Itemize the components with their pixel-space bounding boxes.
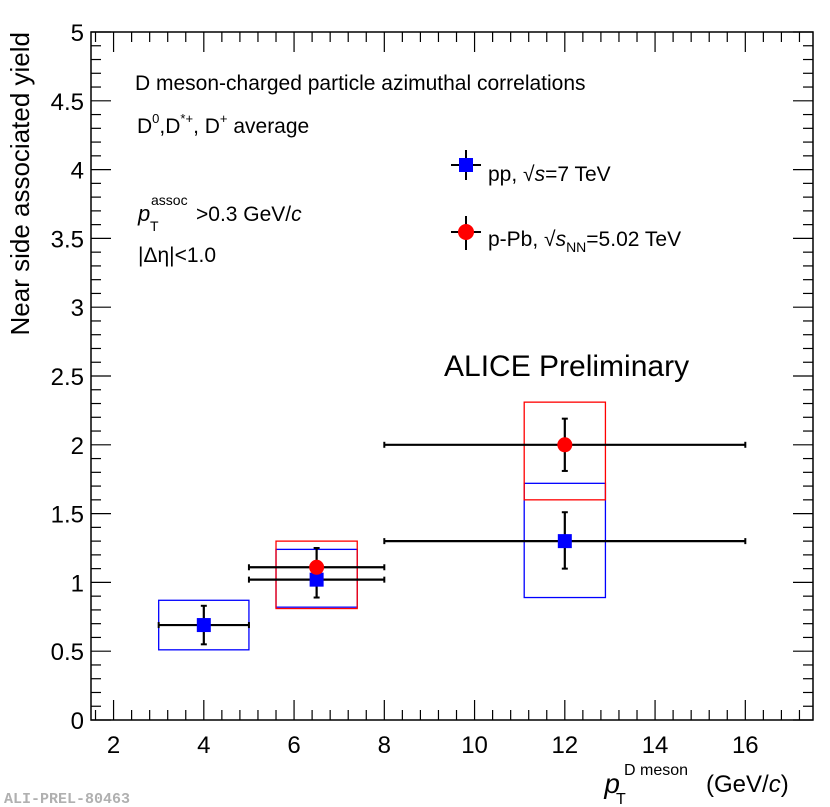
annotation-species-dplus-sup: + xyxy=(220,111,228,126)
x-tick-label: 10 xyxy=(461,732,488,759)
figure-id: ALI-PREL-80463 xyxy=(4,791,130,807)
annotation-title: D meson-charged particle azimuthal corre… xyxy=(135,72,586,95)
y-axis-label: Near side associated yield xyxy=(5,32,35,336)
x-tick-label: 4 xyxy=(197,732,210,759)
annotation-pt-sup: assoc xyxy=(151,192,188,208)
annotation-eta-cut: |Δη|<1.0 xyxy=(138,244,216,267)
annotation-species-suffix: average xyxy=(228,115,310,138)
y-tick-label: 4 xyxy=(71,158,84,185)
annotation-pt-text: >0.3 GeV/c xyxy=(196,203,302,226)
x-axis-label: p T D meson (GeV/c) xyxy=(603,762,788,807)
annotation-pt-unit: c xyxy=(291,203,302,226)
pp-point xyxy=(196,618,211,633)
x-tick-label: 16 xyxy=(732,732,759,759)
annotation-pt-sub: T xyxy=(150,218,159,234)
annotation-pt-suffix: >0.3 GeV/ xyxy=(196,203,291,226)
y-tick-label: 1 xyxy=(71,570,84,597)
legend: pp, √s=7 TeV p-Pb, √sNN=5.02 TeV xyxy=(451,150,681,255)
annotation-pt-symbol: p xyxy=(137,201,150,226)
legend-pp-prefix: pp, xyxy=(488,163,523,186)
annotation-species-dstar-sup: *+ xyxy=(180,111,193,126)
x-axis-label-sub: T xyxy=(616,791,626,807)
x-tick-labels: 2 4 6 8 10 12 14 16 xyxy=(107,732,759,759)
error-bars xyxy=(157,417,747,646)
systematic-boxes xyxy=(158,401,607,651)
x-tick-label: 8 xyxy=(378,732,391,759)
x-tick-label: 6 xyxy=(287,732,300,759)
legend-ppb-s: s xyxy=(556,228,567,251)
legend-ppb-marker xyxy=(458,224,474,240)
y-tick-label: 0 xyxy=(71,708,84,735)
x-axis-label-unit: (GeV/c) xyxy=(706,771,789,798)
legend-pp-label: pp, √s=7 TeV xyxy=(488,163,611,186)
legend-pp-root: √ xyxy=(523,163,535,186)
x-tick-label: 14 xyxy=(642,732,669,759)
y-tick-labels: 0 0.5 1 1.5 2 2.5 3 3.5 4 4.5 5 xyxy=(51,20,84,735)
x-tick-label: 2 xyxy=(107,732,120,759)
x-axis-label-sup: D meson xyxy=(624,762,688,779)
p-Pb-systematic-box xyxy=(523,401,607,501)
annotation-species-d0-sup: 0 xyxy=(152,111,159,126)
annotation-species-sep1: ,D xyxy=(159,115,180,138)
x-tick-label: 12 xyxy=(551,732,578,759)
alice-preliminary: ALICE Preliminary xyxy=(444,350,689,383)
y-tick-label: 3.5 xyxy=(51,226,84,253)
legend-ppb-prefix: p-Pb, xyxy=(488,228,544,251)
p-Pb-point xyxy=(557,437,573,453)
annotation-pt-assoc: p T assoc >0.3 GeV/c xyxy=(137,192,302,234)
legend-ppb-suffix: =5.02 TeV xyxy=(586,228,681,251)
legend-entry-ppb: p-Pb, √sNN=5.02 TeV xyxy=(451,216,681,255)
y-tick-label: 2.5 xyxy=(51,364,84,391)
legend-pp-suffix: =7 TeV xyxy=(545,163,611,186)
legend-ppb-nn: NN xyxy=(566,239,586,255)
y-tick-label: 4.5 xyxy=(51,89,84,116)
legend-pp-marker xyxy=(459,158,473,172)
annotation-species-sep2: , D xyxy=(193,115,220,138)
y-tick-label: 1.5 xyxy=(51,502,84,529)
y-tick-label: 3 xyxy=(71,295,84,322)
legend-entry-pp: pp, √s=7 TeV xyxy=(451,150,611,186)
y-tick-label: 5 xyxy=(71,20,84,47)
y-tick-label: 0.5 xyxy=(51,639,84,666)
legend-ppb-label: p-Pb, √sNN=5.02 TeV xyxy=(488,228,681,255)
annotation-species-d0: D xyxy=(137,115,152,138)
y-tick-label: 2 xyxy=(71,433,84,460)
pp-point xyxy=(309,572,324,587)
data-markers xyxy=(196,437,573,633)
axis-ticks xyxy=(91,31,813,721)
p-Pb-systematic-box xyxy=(275,540,358,610)
legend-pp-s: s xyxy=(535,163,546,186)
p-Pb-point xyxy=(309,559,325,575)
legend-ppb-root: √ xyxy=(544,228,556,251)
x-axis-label-symbol: p xyxy=(603,768,620,799)
annotation-species: D0,D*+, D+ average xyxy=(137,111,309,138)
pp-point xyxy=(557,534,572,549)
